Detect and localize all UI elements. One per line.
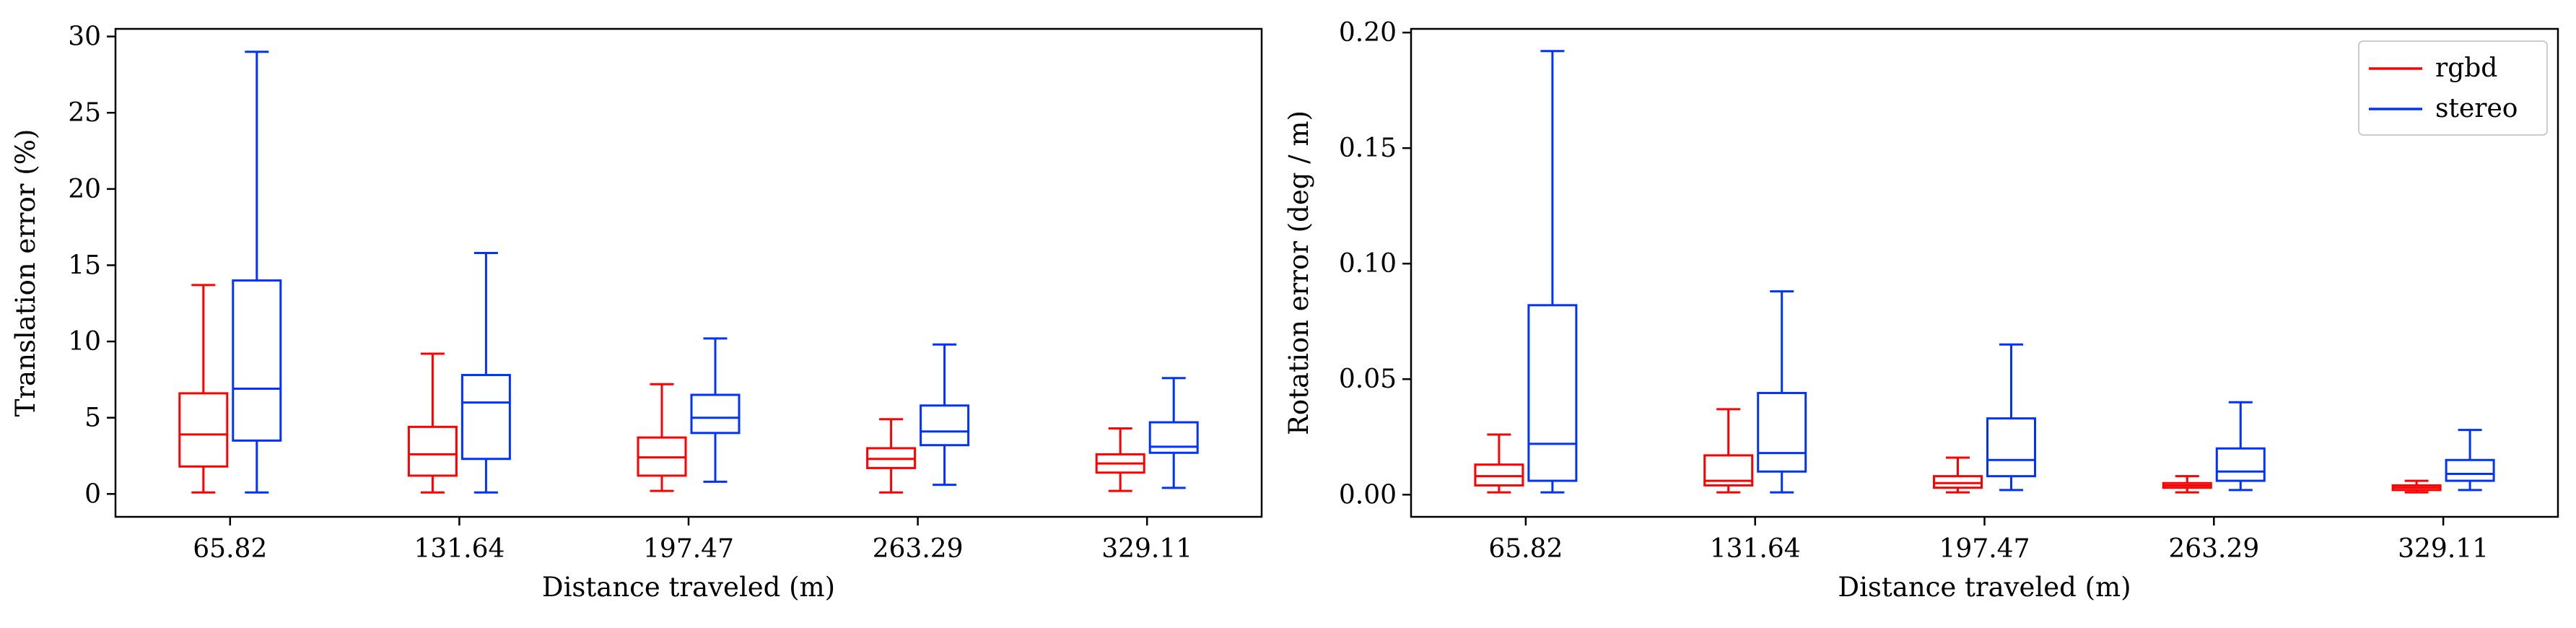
y-tick-label: 0.15: [1339, 134, 1397, 163]
box-stereo: [1148, 377, 1199, 489]
iqr-box: [407, 425, 458, 477]
iqr-box: [1757, 391, 1807, 473]
x-axis-label: Distance traveled (m): [1838, 572, 2131, 603]
box-stereo: [1527, 50, 1578, 494]
box-rgbd: [1095, 427, 1145, 492]
box-group: [1474, 50, 2495, 494]
y-tick-label: 0.10: [1339, 249, 1397, 279]
x-tick-label: 329.11: [2398, 534, 2489, 564]
x-tick-label: 197.47: [643, 534, 734, 564]
legend: rgbd stereo: [2358, 40, 2548, 136]
y-tick-label: 15: [68, 250, 101, 280]
iqr-box: [2445, 458, 2495, 482]
box-rgbd: [2162, 475, 2212, 494]
x-tick-label: 329.11: [1101, 534, 1192, 564]
box-rgbd: [178, 284, 229, 494]
x-tick-label: 131.64: [1710, 534, 1801, 564]
box-stereo: [920, 343, 970, 487]
x-tick-label: 263.29: [873, 534, 964, 564]
y-tick-label: 0.20: [1339, 18, 1397, 48]
y-tick-label: 0.00: [1339, 480, 1397, 510]
y-axis-label: Rotation error (deg / m): [1283, 110, 1314, 435]
iqr-box: [1986, 417, 2036, 478]
box-rgbd: [407, 352, 458, 494]
x-tick-label: 65.82: [1488, 534, 1563, 564]
x-tick-label: 263.29: [2168, 534, 2259, 564]
iqr-box: [1933, 475, 1983, 489]
iqr-box: [460, 374, 511, 461]
rotation-error-chart: 0.00 0.05 0.10 0.15 0.20 65.82 131.64 197.47 263…: [1283, 18, 2559, 603]
box-stereo: [1757, 290, 1807, 494]
y-tick-label: 25: [68, 98, 101, 128]
iqr-box: [178, 392, 229, 468]
y-axis-label: Translation error (%): [10, 129, 41, 417]
x-axis-label: Distance traveled (m): [542, 572, 835, 603]
box-rgbd: [2391, 479, 2442, 494]
x-tick-label: 131.64: [414, 534, 505, 564]
y-tick-label: 30: [68, 22, 101, 52]
tick-group: 0 5 10 15 20 25 30 65.82 131.64 197.47 263.29 329.1…: [68, 22, 1192, 564]
tick-group: 0.00 0.05 0.10 0.15 0.20 65.82 131.64 197.47 263…: [1339, 18, 2489, 564]
x-tick-label: 65.82: [193, 534, 267, 564]
iqr-box: [1703, 454, 1754, 487]
legend-label-rgbd: rgbd: [2435, 53, 2497, 83]
box-rgbd: [1703, 408, 1754, 494]
iqr-box: [920, 404, 970, 447]
y-tick-label: 5: [84, 404, 101, 433]
iqr-box: [690, 393, 741, 435]
iqr-box: [2215, 447, 2266, 482]
box-stereo: [232, 51, 282, 494]
box-rgbd: [1474, 433, 1524, 494]
y-tick-label: 10: [68, 327, 101, 357]
box-stereo: [1986, 343, 2036, 492]
box-stereo: [690, 337, 741, 483]
iqr-box: [1148, 421, 1199, 454]
iqr-box: [1527, 304, 1578, 482]
legend-label-stereo: stereo: [2435, 94, 2518, 123]
translation-error-chart: 0 5 10 15 20 25 30 65.82 131.64 197.47 263.29 329.1…: [10, 22, 1263, 603]
x-tick-label: 197.47: [1939, 534, 2030, 564]
iqr-box: [232, 279, 282, 442]
box-rgbd: [1933, 456, 1983, 494]
y-tick-label: 0.05: [1339, 365, 1397, 394]
iqr-box: [1474, 463, 1524, 487]
y-tick-label: 0: [84, 479, 101, 509]
box-stereo: [2215, 401, 2266, 492]
box-stereo: [460, 252, 511, 494]
legend-frame: [2358, 40, 2548, 136]
box-stereo: [2445, 429, 2495, 492]
box-group: [178, 51, 1199, 494]
y-tick-label: 20: [68, 175, 101, 204]
box-rgbd: [637, 383, 687, 492]
box-rgbd: [866, 418, 917, 494]
